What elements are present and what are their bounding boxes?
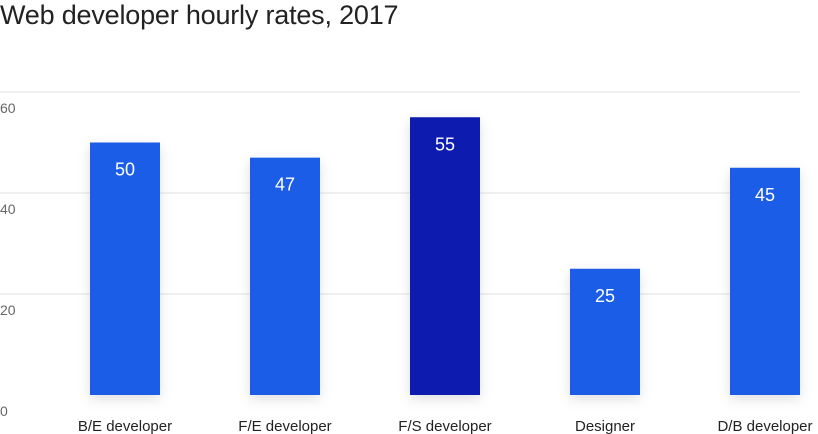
data-label: 55 (435, 134, 455, 154)
x-tick-label: B/E developer (78, 418, 172, 434)
data-label: 47 (275, 175, 295, 195)
bar (90, 142, 160, 395)
bar (250, 157, 320, 395)
x-tick-label: F/S developer (398, 418, 491, 434)
bar (570, 268, 640, 395)
data-label: 25 (595, 286, 615, 306)
x-tick-label: D/B developer (717, 418, 812, 434)
y-tick-label: 60 (0, 100, 16, 116)
x-tick-label: Designer (575, 418, 635, 434)
y-tick-label: 0 (0, 403, 8, 419)
data-label: 50 (115, 160, 135, 180)
bar (410, 117, 480, 395)
y-tick-label: 40 (0, 201, 16, 217)
y-tick-label: 20 (0, 302, 16, 318)
bar (730, 167, 800, 395)
data-label: 45 (755, 185, 775, 205)
chart-title: Web developer hourly rates, 2017 (0, 0, 399, 30)
x-tick-label: F/E developer (238, 418, 331, 434)
